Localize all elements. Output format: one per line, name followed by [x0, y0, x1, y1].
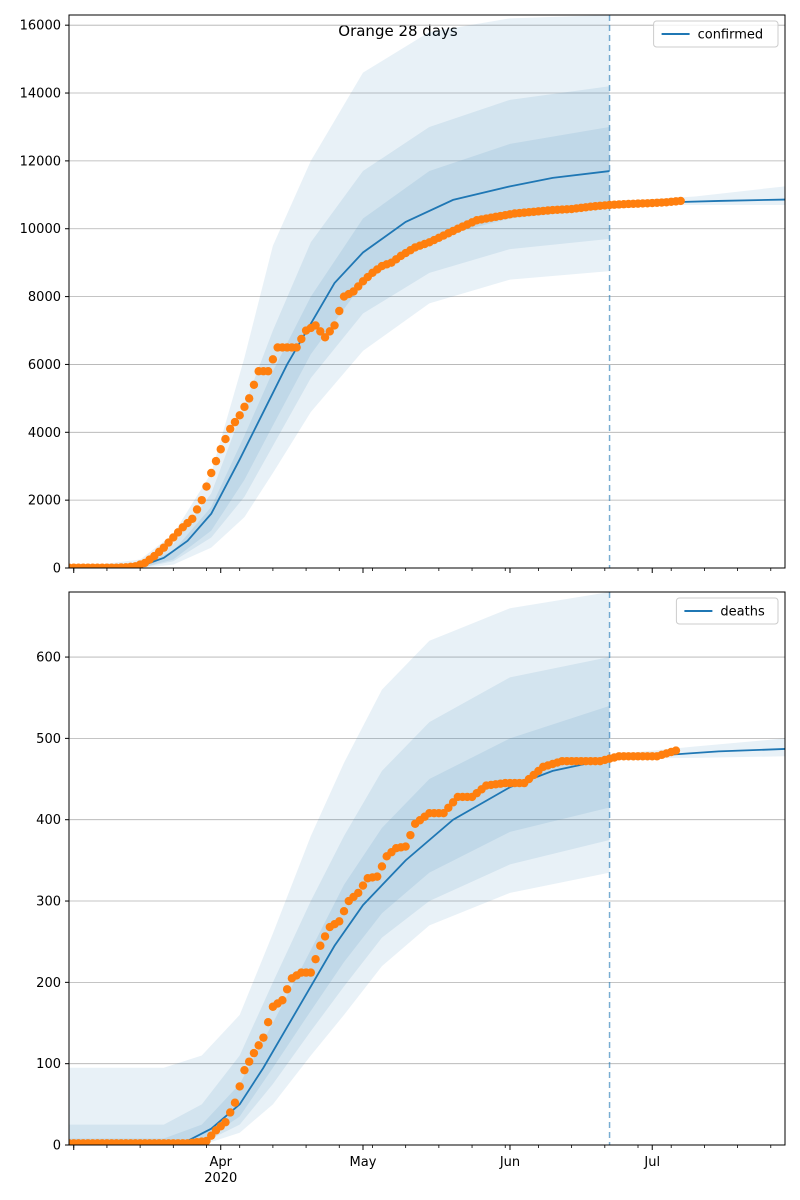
observed-point	[263, 1018, 273, 1027]
observed-point	[339, 906, 349, 916]
legend-label: confirmed	[698, 28, 764, 43]
y-tick-label: 600	[36, 651, 61, 666]
observed-point	[207, 468, 216, 478]
observed-point	[221, 434, 230, 444]
y-tick-label: 4000	[28, 426, 61, 441]
y-tick-label: 300	[36, 895, 61, 910]
observed-point	[335, 917, 344, 926]
observed-point	[406, 830, 415, 840]
y-tick-label: 500	[36, 732, 61, 747]
y-tick-label: 2000	[28, 494, 61, 509]
x-tick-label: May	[350, 1155, 377, 1170]
confidence-band-95pct	[69, 592, 610, 1145]
observed-point	[377, 862, 387, 871]
observed-point	[297, 334, 306, 344]
observed-point	[249, 380, 259, 389]
observed-point	[330, 321, 339, 330]
legend-box	[653, 20, 779, 48]
axes-frame	[68, 14, 786, 569]
observed-point	[676, 196, 685, 206]
y-tick-label: 0	[53, 562, 61, 577]
confirmed-panel: 0 2000 4000 6000 8000 10000 12000 14000 16000 con…	[20, 14, 786, 577]
y-tick-label: 400	[36, 813, 61, 828]
observed-point	[311, 321, 320, 330]
y-tick-label: 16000	[20, 19, 61, 34]
x-tick-label: Jun	[499, 1155, 520, 1170]
y-tick-label: 12000	[20, 154, 61, 169]
legend-label: deaths	[720, 605, 765, 620]
observed-point	[282, 985, 292, 994]
observed-point	[259, 1033, 268, 1042]
observed-point	[235, 411, 244, 420]
confidence-band-95pct	[69, 15, 610, 568]
y-tick-label: 100	[36, 1057, 61, 1072]
axes-frame	[68, 591, 786, 1146]
y-tick-label: 8000	[28, 290, 61, 305]
observed-point	[320, 333, 330, 342]
observed-point	[278, 996, 287, 1005]
legend-box	[675, 597, 779, 625]
observed-point	[325, 327, 334, 336]
confidence-band-80pct	[69, 657, 610, 1145]
y-tick-label: 200	[36, 976, 61, 991]
observed-point	[671, 746, 681, 755]
observed-point	[240, 402, 249, 412]
y-tick-label: 6000	[28, 358, 61, 373]
observed-point	[306, 968, 316, 977]
observed-point	[439, 809, 448, 818]
observed-point	[226, 424, 235, 434]
observed-point	[444, 803, 453, 812]
observed-point	[230, 1098, 240, 1107]
observed-point	[244, 394, 254, 403]
x-tick-label: Apr	[209, 1155, 232, 1170]
y-tick-label: 0	[53, 1139, 61, 1154]
observed-point	[188, 514, 197, 524]
observed-point	[316, 941, 325, 950]
observed-point	[226, 1108, 235, 1117]
observed-point	[358, 881, 368, 890]
deaths-panel: 0 100 200 300 400 500 600 Apr May Jun Jul 2020 death…	[36, 591, 786, 1186]
observed-point	[263, 367, 273, 376]
observed-point	[202, 482, 211, 491]
x-year-label: 2020	[204, 1171, 237, 1186]
confidence-band-80pct	[69, 86, 610, 568]
plot-area	[69, 592, 785, 1145]
observed-point	[197, 495, 206, 505]
observed-point	[320, 932, 330, 941]
observed-point	[292, 343, 301, 352]
observed-point	[401, 842, 410, 851]
observed-point	[235, 1082, 244, 1091]
observed-point	[249, 1048, 259, 1058]
observed-point	[268, 355, 278, 364]
observed-point	[221, 1118, 230, 1127]
chart-title: Orange 28 days	[338, 22, 458, 40]
observed-point	[335, 306, 344, 316]
x-tick-label: Jul	[643, 1155, 660, 1170]
observed-point	[354, 888, 363, 898]
confidence-band-50pct	[69, 126, 610, 568]
observed-point	[192, 505, 202, 514]
observed-point	[230, 417, 240, 427]
observed-point	[211, 456, 221, 466]
observed-point	[373, 872, 382, 881]
legend: confirmed	[653, 20, 779, 48]
observed-point	[254, 1041, 263, 1050]
observed-point	[448, 798, 458, 807]
y-tick-label: 14000	[20, 87, 61, 102]
observed-point	[240, 1065, 249, 1075]
legend: deaths	[675, 597, 779, 625]
plot-area	[69, 15, 785, 568]
y-tick-label: 10000	[20, 222, 61, 237]
observed-point	[311, 954, 320, 964]
fit-line	[69, 170, 610, 568]
observed-point	[316, 327, 325, 336]
observed-point	[216, 445, 225, 454]
fit-line	[69, 757, 610, 1145]
observed-point	[244, 1057, 254, 1066]
